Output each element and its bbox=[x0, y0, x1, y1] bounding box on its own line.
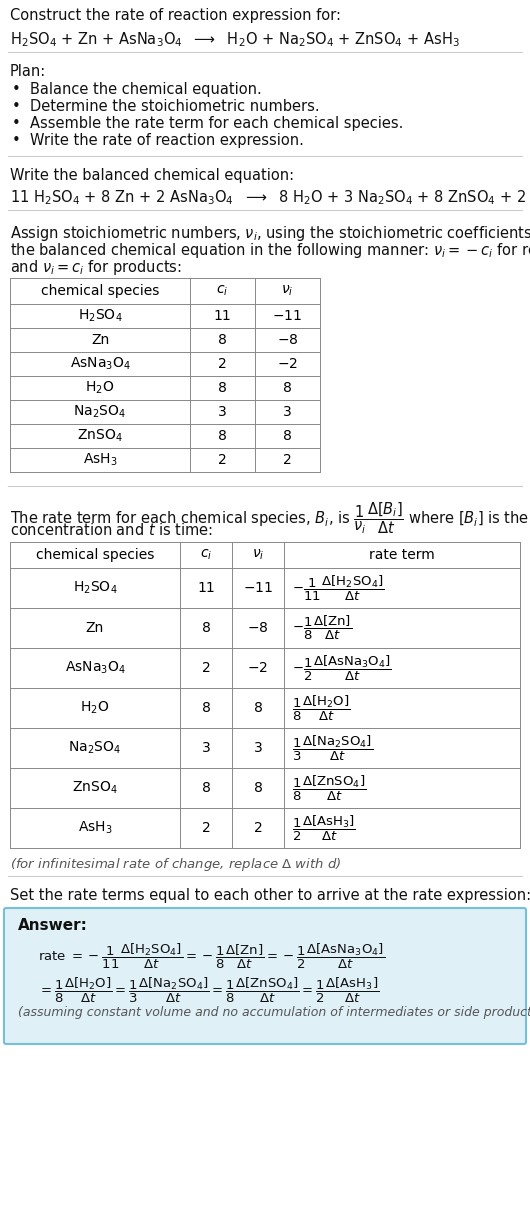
Text: •  Assemble the rate term for each chemical species.: • Assemble the rate term for each chemic… bbox=[12, 116, 403, 130]
Text: 2: 2 bbox=[218, 453, 227, 467]
Text: AsH$_3$: AsH$_3$ bbox=[78, 820, 112, 836]
Text: AsH$_3$: AsH$_3$ bbox=[83, 452, 117, 469]
Text: and $\nu_i = c_i$ for products:: and $\nu_i = c_i$ for products: bbox=[10, 259, 182, 277]
Text: $-11$: $-11$ bbox=[272, 309, 303, 323]
Text: $-8$: $-8$ bbox=[247, 621, 269, 635]
Text: Write the balanced chemical equation:: Write the balanced chemical equation: bbox=[10, 168, 294, 182]
Text: 8: 8 bbox=[218, 429, 227, 443]
Text: H$_2$SO$_4$ + Zn + AsNa$_3$O$_4$  $\longrightarrow$  H$_2$O + Na$_2$SO$_4$ + ZnS: H$_2$SO$_4$ + Zn + AsNa$_3$O$_4$ $\longr… bbox=[10, 30, 460, 48]
Text: $-2$: $-2$ bbox=[277, 358, 298, 371]
Text: •  Write the rate of reaction expression.: • Write the rate of reaction expression. bbox=[12, 133, 304, 149]
Text: AsNa$_3$O$_4$: AsNa$_3$O$_4$ bbox=[65, 660, 126, 676]
Text: $\dfrac{1}{8}\dfrac{\Delta[\mathrm{ZnSO_4}]}{\Delta t}$: $\dfrac{1}{8}\dfrac{\Delta[\mathrm{ZnSO_… bbox=[292, 773, 366, 802]
Text: Plan:: Plan: bbox=[10, 64, 46, 79]
Text: $= \dfrac{1}{8}\dfrac{\Delta[\mathrm{H_2O}]}{\Delta t} = \dfrac{1}{3}\dfrac{\Del: $= \dfrac{1}{8}\dfrac{\Delta[\mathrm{H_2… bbox=[38, 976, 379, 1005]
Text: 3: 3 bbox=[218, 405, 227, 419]
Text: H$_2$SO$_4$: H$_2$SO$_4$ bbox=[73, 580, 117, 597]
FancyBboxPatch shape bbox=[4, 908, 526, 1044]
Text: (for infinitesimal rate of change, replace $\Delta$ with $d$): (for infinitesimal rate of change, repla… bbox=[10, 856, 341, 873]
Text: (assuming constant volume and no accumulation of intermediates or side products): (assuming constant volume and no accumul… bbox=[18, 1006, 530, 1020]
Text: 8: 8 bbox=[283, 429, 292, 443]
Text: $-11$: $-11$ bbox=[243, 581, 273, 596]
Text: Construct the rate of reaction expression for:: Construct the rate of reaction expressio… bbox=[10, 8, 341, 23]
Text: AsNa$_3$O$_4$: AsNa$_3$O$_4$ bbox=[69, 356, 130, 372]
Text: the balanced chemical equation in the following manner: $\nu_i = -c_i$ for react: the balanced chemical equation in the fo… bbox=[10, 242, 530, 260]
Text: 8: 8 bbox=[201, 701, 210, 715]
Text: H$_2$O: H$_2$O bbox=[81, 699, 110, 716]
Text: 8: 8 bbox=[253, 701, 262, 715]
Text: chemical species: chemical species bbox=[41, 284, 159, 298]
Text: 8: 8 bbox=[283, 381, 292, 395]
Text: ZnSO$_4$: ZnSO$_4$ bbox=[77, 428, 123, 445]
Text: ZnSO$_4$: ZnSO$_4$ bbox=[72, 780, 118, 796]
Text: H$_2$SO$_4$: H$_2$SO$_4$ bbox=[78, 308, 122, 324]
Text: 11 H$_2$SO$_4$ + 8 Zn + 2 AsNa$_3$O$_4$  $\longrightarrow$  8 H$_2$O + 3 Na$_2$S: 11 H$_2$SO$_4$ + 8 Zn + 2 AsNa$_3$O$_4$ … bbox=[10, 188, 530, 207]
Text: $-\dfrac{1}{11}\dfrac{\Delta[\mathrm{H_2SO_4}]}{\Delta t}$: $-\dfrac{1}{11}\dfrac{\Delta[\mathrm{H_2… bbox=[292, 574, 385, 603]
Text: Zn: Zn bbox=[91, 333, 109, 347]
Text: rate term: rate term bbox=[369, 548, 435, 562]
Text: Set the rate terms equal to each other to arrive at the rate expression:: Set the rate terms equal to each other t… bbox=[10, 888, 530, 904]
Text: 2: 2 bbox=[283, 453, 292, 467]
Text: $\dfrac{1}{8}\dfrac{\Delta[\mathrm{H_2O}]}{\Delta t}$: $\dfrac{1}{8}\dfrac{\Delta[\mathrm{H_2O}… bbox=[292, 693, 350, 722]
Text: Na$_2$SO$_4$: Na$_2$SO$_4$ bbox=[74, 403, 127, 420]
Text: $-8$: $-8$ bbox=[277, 333, 298, 347]
Text: Na$_2$SO$_4$: Na$_2$SO$_4$ bbox=[68, 739, 121, 756]
Text: 11: 11 bbox=[197, 581, 215, 596]
Text: 2: 2 bbox=[201, 821, 210, 835]
Text: $\dfrac{1}{3}\dfrac{\Delta[\mathrm{Na_2SO_4}]}{\Delta t}$: $\dfrac{1}{3}\dfrac{\Delta[\mathrm{Na_2S… bbox=[292, 733, 373, 762]
Text: •  Determine the stoichiometric numbers.: • Determine the stoichiometric numbers. bbox=[12, 99, 320, 114]
Text: $-\dfrac{1}{2}\dfrac{\Delta[\mathrm{AsNa_3O_4}]}{\Delta t}$: $-\dfrac{1}{2}\dfrac{\Delta[\mathrm{AsNa… bbox=[292, 654, 392, 683]
Text: rate $= -\dfrac{1}{11}\dfrac{\Delta[\mathrm{H_2SO_4}]}{\Delta t} = -\dfrac{1}{8}: rate $= -\dfrac{1}{11}\dfrac{\Delta[\mat… bbox=[38, 942, 385, 971]
Text: H$_2$O: H$_2$O bbox=[85, 379, 114, 396]
Text: 8: 8 bbox=[201, 621, 210, 635]
Text: 3: 3 bbox=[254, 741, 262, 755]
Text: 8: 8 bbox=[218, 333, 227, 347]
Text: $\dfrac{1}{2}\dfrac{\Delta[\mathrm{AsH_3}]}{\Delta t}$: $\dfrac{1}{2}\dfrac{\Delta[\mathrm{AsH_3… bbox=[292, 813, 356, 843]
Text: The rate term for each chemical species, $B_i$, is $\dfrac{1}{\nu_i}\dfrac{\Delt: The rate term for each chemical species,… bbox=[10, 500, 530, 535]
Text: concentration and $t$ is time:: concentration and $t$ is time: bbox=[10, 522, 213, 538]
Text: $-2$: $-2$ bbox=[248, 661, 269, 675]
Text: 2: 2 bbox=[254, 821, 262, 835]
Text: $\nu_i$: $\nu_i$ bbox=[281, 284, 294, 298]
Text: 3: 3 bbox=[283, 405, 292, 419]
Text: chemical species: chemical species bbox=[36, 548, 154, 562]
Text: 2: 2 bbox=[218, 358, 227, 371]
Text: 8: 8 bbox=[253, 782, 262, 795]
Text: $-\dfrac{1}{8}\dfrac{\Delta[\mathrm{Zn}]}{\Delta t}$: $-\dfrac{1}{8}\dfrac{\Delta[\mathrm{Zn}]… bbox=[292, 614, 352, 643]
Text: 2: 2 bbox=[201, 661, 210, 675]
Text: $c_i$: $c_i$ bbox=[200, 547, 212, 562]
Text: 8: 8 bbox=[201, 782, 210, 795]
Text: 3: 3 bbox=[201, 741, 210, 755]
Text: 8: 8 bbox=[218, 381, 227, 395]
Text: Answer:: Answer: bbox=[18, 918, 88, 933]
Text: $c_i$: $c_i$ bbox=[216, 284, 228, 298]
Text: Assign stoichiometric numbers, $\nu_i$, using the stoichiometric coefficients, $: Assign stoichiometric numbers, $\nu_i$, … bbox=[10, 223, 530, 243]
Text: •  Balance the chemical equation.: • Balance the chemical equation. bbox=[12, 82, 262, 97]
Text: Zn: Zn bbox=[86, 621, 104, 635]
Text: $\nu_i$: $\nu_i$ bbox=[252, 547, 264, 562]
Text: 11: 11 bbox=[214, 309, 232, 323]
